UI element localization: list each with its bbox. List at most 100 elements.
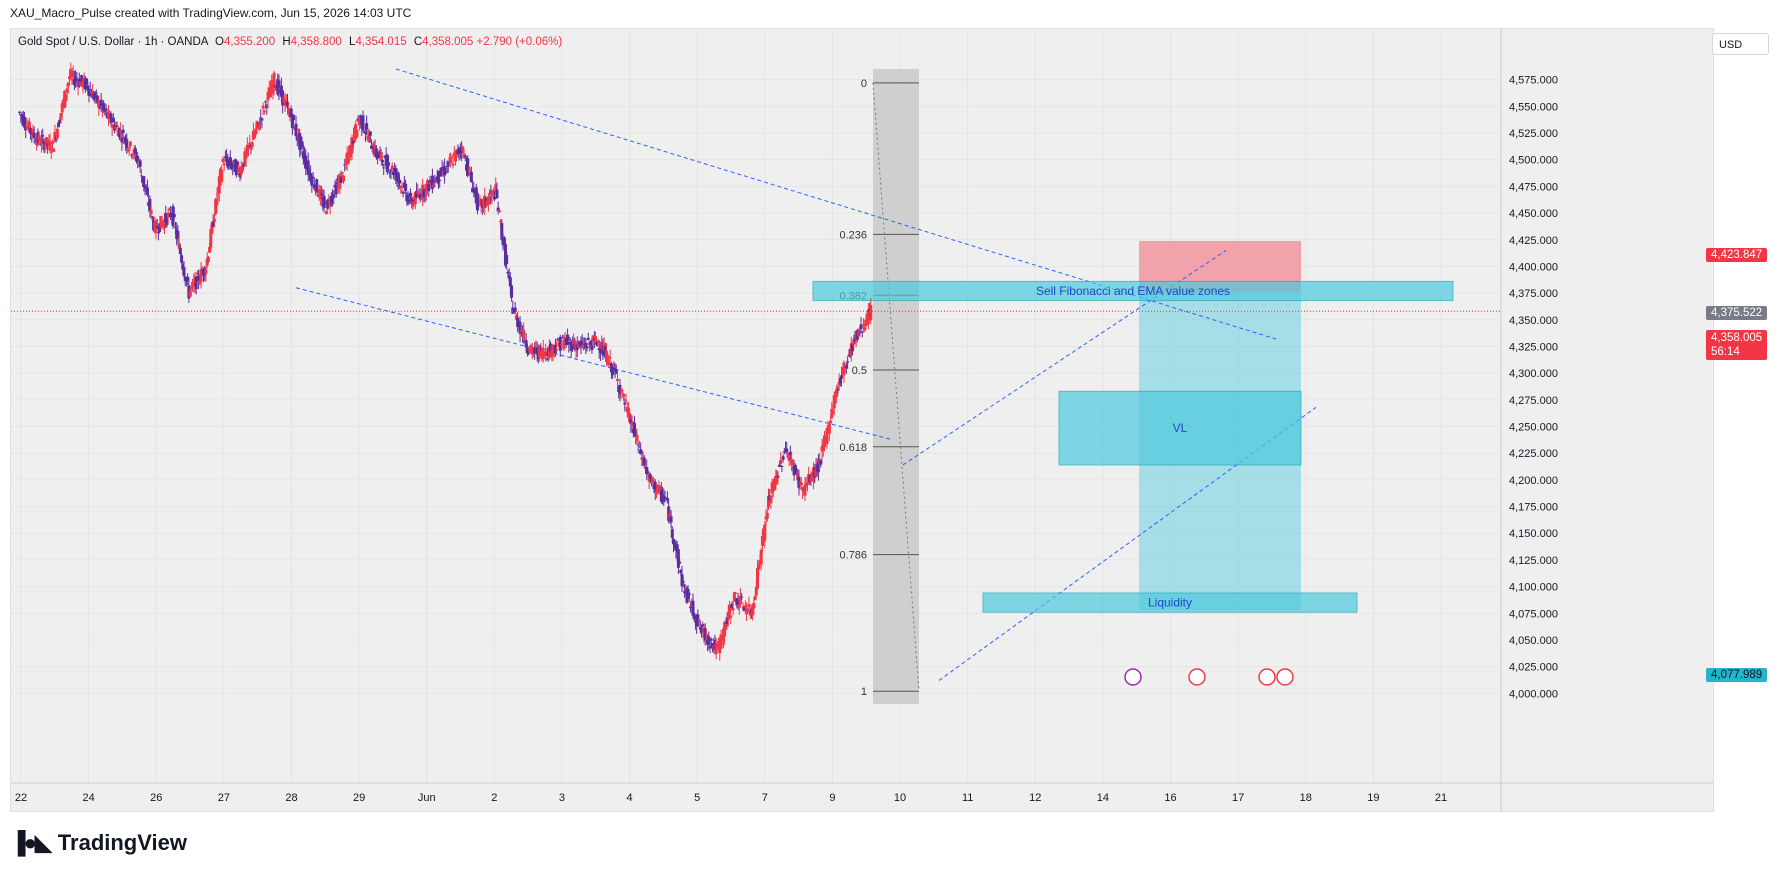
candle-body	[286, 101, 289, 106]
candle-body	[226, 161, 230, 168]
candle-body	[86, 85, 90, 91]
sell-zone-price-tag: 4,375.522	[1706, 306, 1768, 320]
candle-body	[145, 187, 149, 195]
candle-body	[801, 490, 805, 492]
candle-body	[698, 627, 702, 630]
candle-body	[83, 78, 87, 90]
candle-body	[514, 315, 518, 320]
candle-body	[460, 148, 464, 154]
candle-body	[763, 524, 767, 541]
candle-body	[743, 605, 747, 608]
y-tick-label: 4,475.000	[1509, 181, 1558, 193]
candle-body	[167, 209, 171, 211]
candle-body	[566, 334, 570, 340]
candle-body	[527, 352, 531, 354]
candle-body	[198, 280, 202, 284]
candle-body	[556, 338, 560, 340]
candle-body	[415, 190, 419, 198]
candle-body	[773, 478, 777, 491]
candle-body	[208, 246, 212, 253]
candle-body	[138, 160, 142, 167]
candle-body	[380, 160, 384, 163]
candle-body	[570, 342, 574, 350]
candle-body	[769, 495, 773, 504]
candle-body	[131, 154, 135, 156]
candle-body	[507, 275, 511, 279]
price-chart[interactable]: 4,000.000 4,025.000 4,050.000 4,075.000 4,10…	[11, 29, 1713, 811]
candle-body	[255, 121, 259, 129]
tradingview-logo[interactable]: ▐●◣ TradingView	[10, 830, 187, 856]
y-tick-label: 4,125.000	[1509, 555, 1558, 567]
candle-body	[176, 230, 180, 238]
candle-body	[646, 471, 650, 475]
x-tick-label: 16	[1164, 792, 1176, 804]
candle-body	[180, 255, 184, 263]
candle-body	[221, 158, 225, 162]
candle-body	[796, 472, 800, 481]
symbol-legend[interactable]: Gold Spot / U.S. Dollar · 1h · OANDA O4,…	[18, 36, 562, 48]
candle-body	[344, 162, 348, 166]
lightning-event-icon	[1124, 668, 1142, 686]
candle-body	[406, 194, 410, 204]
y-tick-label: 4,100.000	[1509, 582, 1558, 594]
candle-body	[751, 604, 755, 616]
candle-body	[736, 599, 740, 605]
candle-body	[55, 128, 59, 139]
candle-body	[788, 451, 792, 456]
candle-body	[596, 340, 600, 343]
candle-body	[516, 317, 520, 327]
x-tick-label: 12	[1029, 792, 1041, 804]
candle-body	[126, 148, 130, 150]
y-tick-label: 4,375.000	[1509, 288, 1558, 300]
candle-body	[663, 496, 667, 499]
candle-body	[572, 339, 576, 346]
candle-body	[400, 186, 404, 188]
candle-body	[163, 218, 167, 229]
candle-body	[497, 210, 501, 213]
candle-body	[236, 161, 240, 166]
candle-body	[503, 244, 507, 266]
candle-body	[256, 122, 260, 124]
currency-selector[interactable]: USD	[1712, 33, 1769, 55]
chart-area[interactable]: 4,000.000 4,025.000 4,050.000 4,075.000 4,10…	[10, 28, 1714, 812]
candle-body	[119, 130, 123, 133]
candle-body	[836, 388, 840, 390]
candle-body	[172, 213, 176, 218]
fib-level-label: 1	[861, 686, 867, 698]
candle-body	[777, 464, 781, 467]
candle-body	[271, 81, 275, 94]
candle-body	[35, 140, 39, 146]
candle-body	[589, 341, 593, 346]
candle-body	[155, 225, 159, 229]
candle-body	[87, 89, 91, 96]
candle-body	[863, 327, 867, 331]
candle-body	[22, 116, 26, 127]
candle-body	[545, 358, 549, 360]
candle-body	[858, 332, 862, 334]
y-tick-label: 4,000.000	[1509, 688, 1558, 700]
y-tick-label: 4,325.000	[1509, 341, 1558, 353]
candle-body	[259, 117, 263, 119]
candle-body	[580, 340, 584, 344]
candle-body	[707, 636, 711, 645]
candle-body	[323, 202, 327, 204]
candle-body	[287, 108, 291, 116]
zone-label: VL	[1173, 421, 1188, 435]
candle-body	[430, 175, 434, 189]
candle-body	[670, 529, 674, 538]
candle-body	[472, 188, 476, 190]
us-flag-event-icon	[1276, 668, 1294, 686]
candle-body	[328, 203, 332, 207]
x-tick-label: 28	[285, 792, 297, 804]
candle-body	[194, 276, 198, 290]
candle-body	[37, 135, 41, 141]
candle-body	[114, 126, 118, 130]
candle-body	[355, 129, 359, 137]
candle-body	[568, 339, 572, 341]
fib-level-label: 0.5	[852, 365, 867, 377]
candle-body	[148, 198, 152, 211]
candle-body	[681, 581, 685, 583]
candle-body	[52, 148, 56, 152]
candle-body	[214, 199, 218, 215]
candle-body	[559, 344, 563, 346]
